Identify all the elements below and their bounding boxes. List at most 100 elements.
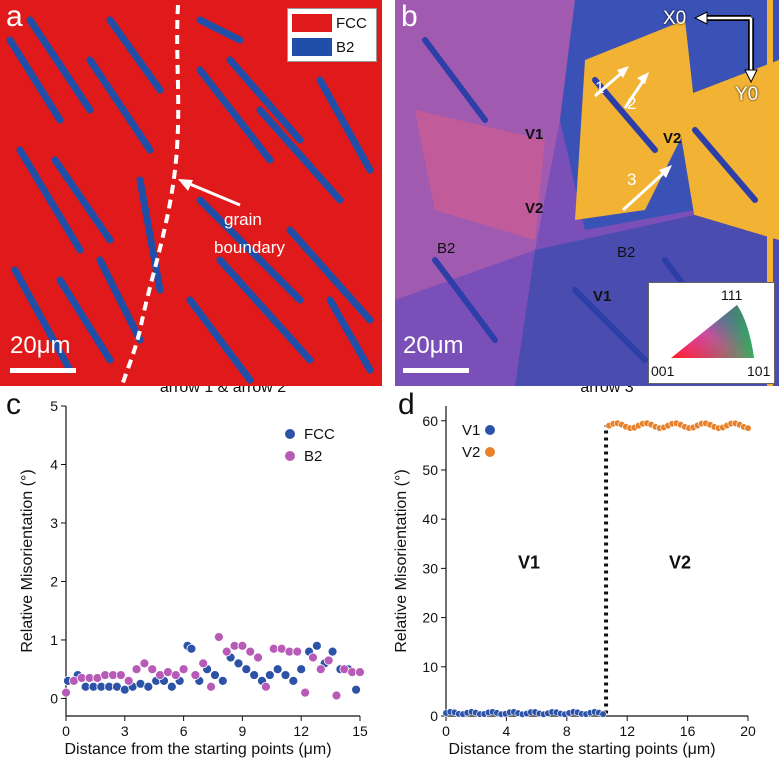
x-tick-label: 15 — [352, 723, 368, 739]
data-point-fcc — [217, 676, 228, 686]
x-tick-label: 12 — [619, 723, 635, 739]
y-tick-label: 1 — [50, 632, 58, 648]
data-point-fcc — [351, 684, 361, 695]
x-tick-label: 16 — [680, 723, 696, 739]
data-point-v1 — [599, 710, 607, 718]
data-point-b2 — [261, 681, 271, 692]
data-point-b2 — [190, 670, 201, 680]
legend-b2-label: B2 — [336, 38, 355, 56]
x-axis-label: Distance from the starting points (μm) — [64, 741, 331, 758]
x-tick-label: 9 — [239, 723, 247, 739]
legend-fcc-label: FCC — [336, 14, 367, 32]
y-tick-label: 40 — [422, 511, 438, 527]
label-v1-bottom: V1 — [593, 288, 612, 305]
data-point-b2 — [131, 664, 142, 675]
legend-b2-swatch — [292, 38, 332, 56]
chart-d: 0 4 8 12 16 20 0 10 20 30 40 50 60 Distance from the … — [393, 386, 756, 758]
arrow-label-3: 3 — [627, 170, 637, 189]
data-point-fcc — [264, 670, 275, 680]
data-point-b2 — [123, 676, 134, 686]
label-v2-top: V2 — [663, 130, 682, 147]
data-point-b2 — [115, 670, 126, 680]
ipf-101: 101 — [747, 363, 771, 379]
x-axis-label: Distance from the starting points (μm) — [448, 741, 715, 758]
y-tick-label: 4 — [50, 456, 58, 472]
scalebar-a — [10, 368, 76, 373]
x-tick-label: 6 — [180, 723, 188, 739]
panel-label-d: d — [398, 388, 415, 421]
ipf-001: 001 — [651, 363, 675, 379]
scalebar-label-a: 20μm — [10, 332, 71, 359]
data-point-fcc — [327, 646, 338, 657]
ipf-legend: 111 001 101 — [648, 282, 775, 384]
label-v2-mid: V2 — [525, 200, 544, 217]
data-point-b2 — [237, 640, 248, 651]
data-point-fcc — [280, 670, 291, 680]
x-tick-label: 0 — [62, 723, 70, 739]
data-point-b2 — [323, 655, 334, 666]
x-tick-label: 4 — [503, 723, 511, 739]
legend-marker-v2 — [485, 447, 495, 457]
data-point-fcc — [143, 681, 154, 692]
data-point-fcc — [288, 676, 299, 686]
data-point-b2 — [315, 664, 326, 675]
data-point-fcc — [272, 664, 283, 675]
data-point-fcc — [296, 664, 307, 675]
axis-y0-label: Y0 — [735, 84, 759, 105]
legend-label-fcc: FCC — [304, 426, 335, 443]
grain-boundary-arrow — [178, 179, 241, 207]
data-point-b2 — [198, 658, 209, 669]
x-tick-label: 3 — [121, 723, 129, 739]
data-point-b2 — [292, 646, 303, 657]
data-point-b2 — [206, 681, 216, 692]
data-point-b2 — [245, 646, 256, 657]
y-axis-label: Relative Misorientation (°) — [19, 469, 36, 652]
data-point-fcc — [311, 640, 322, 651]
data-point-v2 — [744, 424, 752, 432]
legend-marker-fcc — [285, 429, 295, 439]
data-point-b2 — [253, 652, 263, 663]
data-point-fcc — [186, 643, 197, 654]
chart-title: arrow 3 — [580, 386, 633, 396]
arrow-label-1: 1 — [595, 78, 605, 97]
data-point-b2 — [300, 687, 311, 698]
legend-b2: B2 — [292, 37, 354, 57]
panel-a-phase-map: a FCC B2 grain boundary 20μm — [0, 0, 382, 386]
data-point-b2 — [147, 664, 158, 675]
x-tick-label: 20 — [740, 723, 756, 739]
data-point-b2 — [213, 632, 224, 642]
x-tick-label: 0 — [442, 723, 450, 739]
arrow-label-2: 2 — [627, 94, 637, 113]
data-point-b2 — [61, 687, 71, 698]
data-point-b2 — [331, 690, 342, 701]
legend-label-v2: V2 — [462, 444, 480, 461]
axis-x0-label: X0 — [663, 8, 687, 29]
legend-marker-b2 — [285, 451, 295, 461]
legend-fcc: FCC — [292, 13, 367, 33]
label-b2-right: B2 — [617, 244, 636, 261]
data-point-fcc — [249, 670, 260, 680]
x-tick-label: 8 — [563, 723, 571, 739]
panel-label-b: b — [401, 0, 418, 33]
data-point-fcc — [241, 664, 252, 675]
label-b2-left: B2 — [437, 240, 456, 257]
scalebar-b — [403, 368, 469, 373]
y-tick-label: 30 — [422, 560, 438, 576]
phase-map-texture — [6, 4, 374, 386]
data-point-fcc — [210, 670, 220, 680]
y-tick-label: 0 — [50, 690, 58, 706]
y-axis-label: Relative Misorientation (°) — [393, 469, 410, 652]
panel-label-c: c — [6, 388, 21, 421]
legend-label-b2: B2 — [304, 448, 322, 465]
data-point-b2 — [170, 670, 181, 680]
y-tick-label: 10 — [422, 659, 438, 675]
label-v1-top: V1 — [525, 126, 544, 143]
legend-marker-v1 — [485, 425, 495, 435]
data-point-b2 — [221, 646, 232, 657]
data-point-b2 — [355, 667, 365, 678]
panel-b-orientation-map: b X0 Y0 1 2 3 V1 V2 V2 B2 B2 V1 — [395, 0, 779, 386]
data-point-b2 — [139, 658, 150, 669]
chart-title: arrow 1 & arrow 2 — [160, 386, 286, 396]
region-label-v2: V2 — [669, 552, 691, 572]
sample-axes — [594, 11, 758, 212]
